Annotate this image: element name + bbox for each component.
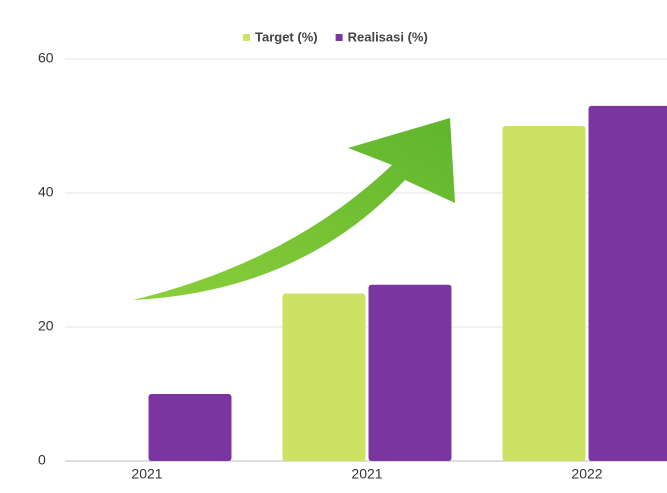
bar	[502, 126, 586, 461]
bar	[148, 394, 232, 461]
bar	[588, 105, 667, 461]
legend-label: Realisasi (%)	[348, 29, 428, 44]
y-tick-label: 20	[38, 318, 54, 334]
x-tick-label: 2022	[571, 466, 602, 482]
bar	[282, 293, 366, 461]
legend: Target (%) Realisasi (%)	[243, 29, 428, 44]
bars	[148, 105, 667, 461]
y-tick-label: 0	[38, 452, 46, 468]
x-tick-label: 2021	[351, 466, 382, 482]
legend-swatch	[243, 34, 250, 41]
y-tick-label: 60	[38, 50, 54, 66]
x-tick-label: 2021	[131, 466, 162, 482]
arrow-decoration	[133, 118, 455, 300]
bar	[368, 284, 452, 461]
legend-swatch	[335, 34, 343, 41]
legend-label: Target (%)	[255, 29, 318, 44]
y-tick-label: 40	[38, 184, 54, 200]
